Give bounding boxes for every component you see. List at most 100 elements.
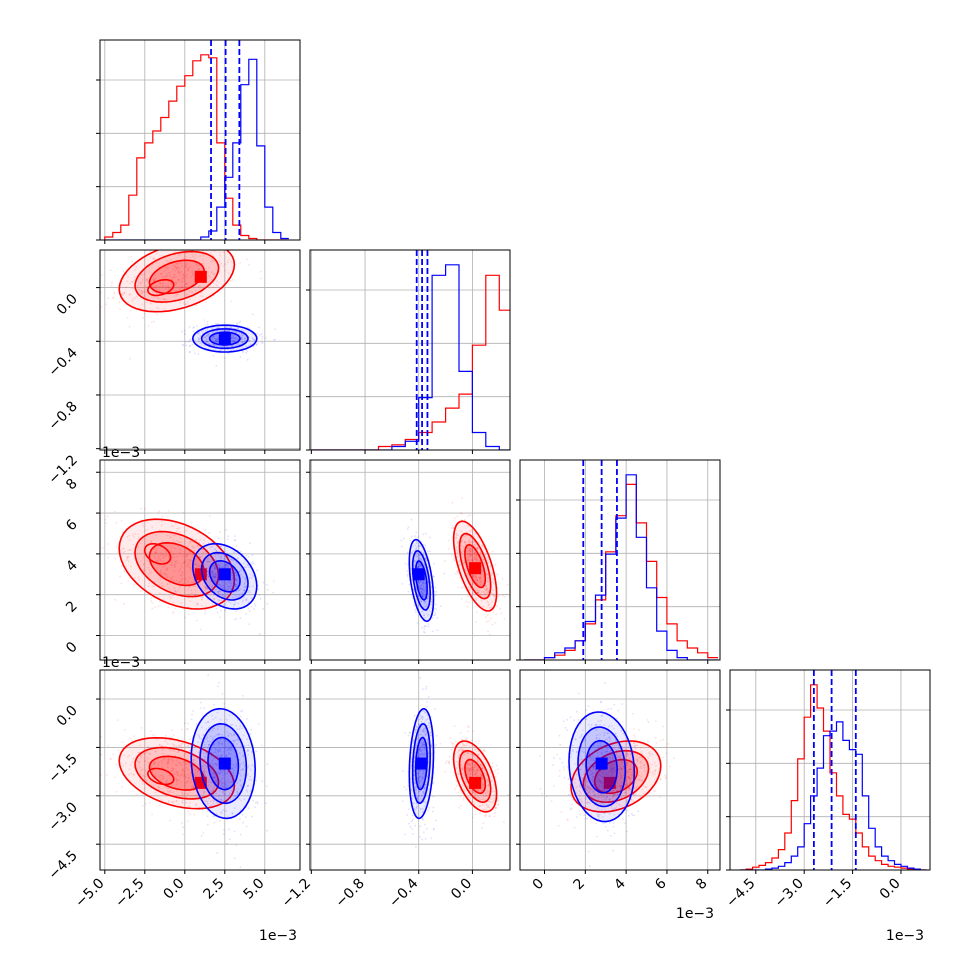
red-density-1-0-contour-0 (118, 250, 236, 313)
scatter-panel-2-1 (309, 459, 511, 661)
xtick-label-2-2: 4 (611, 875, 629, 893)
blue-density-3-1-contour-2 (414, 736, 428, 791)
blue-density-1-0-contour-2 (208, 331, 241, 346)
histogram-red-0 (104, 54, 289, 240)
blue-density-1-0-contour-0 (191, 324, 258, 353)
histogram-red-1 (311, 274, 510, 450)
ytick-label-2-1: 2 (63, 598, 81, 616)
ytick-label-3-3: 0.0 (54, 703, 81, 730)
histogram-panel-2 (516, 459, 721, 661)
xtick-label-2-3: 6 (652, 875, 670, 893)
blue-density-2-0-contour-2 (208, 559, 241, 593)
blue-density-3-2-contour-0 (568, 711, 636, 823)
blue-density-3-0-peak (218, 757, 231, 770)
xtick-label-3-3: 0.0 (877, 876, 904, 903)
ytick-label-2-2: 4 (63, 557, 81, 575)
red-density-3-0-contour-1 (134, 746, 220, 800)
red-density-2-1-contour-1 (458, 532, 492, 600)
red-density-2-1-contour-0 (452, 520, 498, 612)
xtick-label-1-2: −0.4 (386, 875, 421, 910)
xtick-label-1-0: −1.2 (279, 876, 314, 911)
panel-frame-2-1 (309, 459, 511, 661)
blue-density-3-1-contour-0 (408, 708, 435, 820)
xtick-label-2-0: 0 (530, 876, 548, 894)
red-density-3-2-contour-0 (570, 740, 662, 813)
xtick-label-0-4: 5.0 (241, 876, 268, 903)
panel-frame-1-1 (309, 249, 511, 451)
histogram-red-2 (524, 483, 718, 660)
y-offset-label-3: 1e−3 (102, 655, 140, 671)
ytick-label-1-1: −0.8 (45, 398, 80, 433)
red-density-3-1-contour-1 (458, 749, 492, 804)
ytick-label-3-1: −3.0 (45, 799, 80, 834)
panel-frame-1-0 (99, 249, 301, 451)
blue-density-3-0-contour-1 (199, 722, 248, 805)
red-density-3-1-peak (469, 776, 482, 789)
histogram-blue-0 (104, 58, 289, 240)
panel-frame-2-0 (99, 459, 301, 661)
xtick-label-0-3: 2.5 (201, 876, 228, 903)
xtick-label-1-3: 0.0 (448, 876, 475, 903)
histogram-blue-1 (311, 264, 510, 450)
scatter-panel-3-0 (99, 669, 301, 871)
panel-frame-3-0 (99, 669, 301, 871)
histogram-blue-2 (524, 474, 718, 660)
red-density-3-1-contour-0 (452, 740, 498, 813)
xtick-label-0-1: −2.5 (112, 876, 147, 911)
red-density-3-1-contour-2 (464, 758, 487, 795)
blue-density-1-0-peak (218, 332, 231, 345)
red-density-2-0-contour-1 (134, 530, 220, 598)
x-offset-label-3: 1e−3 (886, 928, 924, 944)
ytick-label-3-0: −4.5 (45, 848, 80, 883)
scatter-panel-3-1 (309, 669, 511, 871)
histogram-red-3 (739, 684, 927, 870)
red-density-3-0-contour-0 (118, 736, 236, 810)
histogram-panel-0 (96, 39, 301, 241)
ytick-label-2-3: 6 (63, 517, 81, 535)
xtick-label-0-2: 0.0 (161, 876, 188, 903)
ytick-label-2-4: 8 (63, 476, 81, 494)
ytick-label-1-3: 0.0 (54, 291, 81, 318)
xtick-label-3-1: −3.0 (772, 876, 807, 911)
blue-density-3-2-contour-2 (585, 739, 618, 794)
blue-density-3-0-contour-0 (190, 707, 257, 820)
blue-density-2-1-contour-2 (414, 560, 428, 601)
red-density-1-0-peak (194, 270, 207, 283)
blue-density-2-1-peak (412, 568, 425, 581)
scatter-panel-1-0 (99, 249, 301, 451)
blue-density-2-1-contour-0 (408, 538, 435, 623)
blue-density-3-0-contour-2 (207, 736, 240, 791)
red-density-2-0-contour-2 (148, 541, 206, 587)
blue-density-1-0-contour-1 (200, 328, 249, 350)
red-density-1-0-contour-1 (134, 250, 220, 303)
red-density-3-0-contour-2 (148, 755, 206, 791)
ytick-label-1-2: −0.4 (45, 345, 80, 380)
xtick-label-3-0: −4.5 (723, 876, 758, 911)
x-offset-label-2: 1e−3 (676, 906, 714, 922)
blue-density-3-2-peak (595, 757, 608, 770)
scatter-panel-3-2 (519, 669, 721, 871)
y-offset-label-2: 1e−3 (102, 445, 140, 461)
ytick-label-2-0: 0 (63, 639, 81, 657)
blue-density-3-2-contour-1 (577, 726, 627, 808)
ytick-label-3-2: −1.5 (45, 751, 80, 786)
red-density-2-1-peak (469, 562, 482, 575)
xtick-label-3-2: −1.5 (820, 876, 855, 911)
red-density-3-2-contour-2 (593, 758, 639, 795)
red-density-1-0-contour-2 (148, 259, 206, 295)
scatter-panel-2-0 (99, 459, 301, 661)
red-density-2-0-contour-0 (118, 518, 236, 610)
histogram-panel-1 (306, 249, 511, 451)
xtick-label-1-1: −0.8 (333, 876, 368, 911)
xtick-label-2-4: 8 (693, 876, 711, 894)
panel-frame-3-1 (309, 669, 511, 871)
xtick-label-2-1: 2 (571, 876, 589, 894)
histogram-panel-3 (726, 669, 931, 871)
panel-frame-2-2 (519, 459, 721, 661)
red-density-2-1-contour-2 (464, 543, 487, 589)
blue-density-2-1-contour-1 (411, 550, 432, 611)
blue-density-3-1-peak (415, 757, 428, 770)
blue-density-2-0-contour-0 (191, 542, 258, 610)
panel-frame-3-3 (729, 669, 931, 871)
